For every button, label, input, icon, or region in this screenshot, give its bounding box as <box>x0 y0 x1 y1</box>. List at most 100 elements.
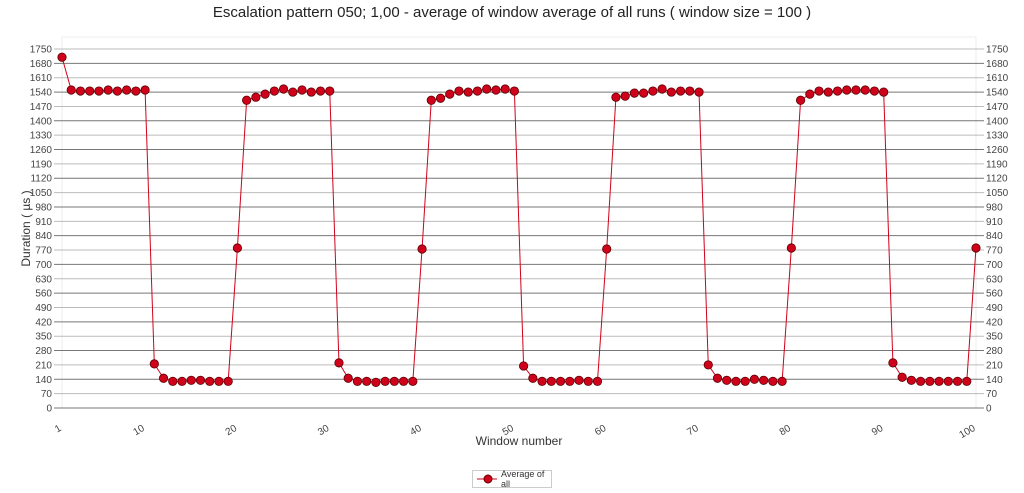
y-tick-label-left: 1540 <box>30 88 53 99</box>
data-point <box>759 375 769 385</box>
data-point <box>168 376 178 386</box>
data-point <box>251 92 261 102</box>
y-tick-label-left: 0 <box>46 404 52 415</box>
y-tick-label-right: 140 <box>986 375 1003 386</box>
data-point <box>232 243 243 253</box>
data-point <box>140 85 150 95</box>
data-point <box>417 244 427 254</box>
data-point <box>500 84 510 94</box>
y-tick-label-right: 770 <box>986 246 1003 257</box>
data-point <box>906 375 916 385</box>
data-point <box>694 87 704 97</box>
data-point <box>398 376 409 386</box>
data-point <box>952 376 963 386</box>
data-point <box>657 84 667 94</box>
y-tick-label-right: 1400 <box>986 116 1009 127</box>
y-tick-label-left: 490 <box>35 303 52 314</box>
x-tick-label: 50 <box>501 423 517 438</box>
data-point <box>685 86 695 96</box>
data-point <box>352 376 363 386</box>
data-point <box>472 86 483 96</box>
y-tick-label-right: 980 <box>986 202 1003 213</box>
legend[interactable]: Average of all <box>472 469 552 489</box>
data-point <box>306 87 316 97</box>
data-point <box>408 376 418 386</box>
y-tick-label-left: 630 <box>35 274 52 285</box>
data-point <box>943 376 953 386</box>
data-point <box>777 376 787 386</box>
y-tick-label-left: 280 <box>35 346 52 357</box>
data-point <box>842 85 852 95</box>
x-tick-label: 60 <box>593 423 609 438</box>
data-point <box>334 358 344 368</box>
y-tick-label-left: 1330 <box>30 131 53 142</box>
y-tick-label-left: 1680 <box>30 59 53 70</box>
y-tick-label-right: 560 <box>986 289 1003 300</box>
data-point <box>786 243 796 253</box>
y-tick-label-right: 840 <box>986 231 1003 242</box>
y-tick-label-left: 980 <box>35 202 52 213</box>
data-point <box>149 359 159 369</box>
y-tick-label-right: 420 <box>986 317 1003 328</box>
data-point <box>177 376 187 386</box>
data-point <box>537 376 547 386</box>
data-point <box>223 376 233 386</box>
data-point <box>546 376 556 386</box>
data-point <box>94 86 104 96</box>
data-point <box>897 372 907 382</box>
data-point <box>574 375 584 385</box>
data-point <box>795 95 806 105</box>
data-point <box>491 85 501 95</box>
data-point <box>620 91 630 101</box>
y-tick-label-right: 1120 <box>986 174 1008 185</box>
data-point <box>860 85 870 95</box>
y-tick-label-right: 1540 <box>986 88 1009 99</box>
data-point <box>57 52 67 62</box>
y-tick-label-left: 1120 <box>30 174 52 185</box>
data-point <box>75 86 86 96</box>
y-tick-label-left: 1400 <box>30 116 53 127</box>
y-tick-label-left: 910 <box>35 217 52 228</box>
y-tick-label-left: 1750 <box>30 45 53 56</box>
data-point <box>426 95 436 105</box>
y-tick-label-right: 280 <box>986 346 1003 357</box>
data-point <box>435 93 446 103</box>
data-point <box>971 243 981 253</box>
data-point <box>629 88 640 98</box>
data-point <box>703 360 713 370</box>
data-point <box>916 376 926 386</box>
y-tick-label-left: 840 <box>35 231 52 242</box>
data-point <box>639 88 649 98</box>
x-tick-label: 40 <box>408 423 424 438</box>
y-tick-label-left: 1470 <box>30 102 53 113</box>
y-tick-label-right: 1190 <box>986 159 1008 170</box>
data-point <box>509 86 519 96</box>
data-point <box>463 87 473 97</box>
y-tick-label-right: 350 <box>986 332 1003 343</box>
data-point <box>851 85 861 95</box>
data-point <box>925 376 935 386</box>
y-tick-label-left: 70 <box>41 389 53 400</box>
data-point <box>278 84 289 94</box>
y-tick-label-right: 490 <box>986 303 1003 314</box>
data-point <box>85 86 95 96</box>
y-tick-label-right: 1750 <box>986 45 1009 56</box>
y-axis-label: Duration ( µs ) <box>19 190 33 266</box>
data-point <box>768 376 778 386</box>
data-point <box>722 375 732 385</box>
y-tick-label-right: 700 <box>986 260 1003 271</box>
data-point <box>740 376 750 386</box>
y-tick-label-right: 1050 <box>986 188 1009 199</box>
data-point <box>749 374 760 384</box>
data-point <box>131 86 141 96</box>
data-point <box>288 87 298 97</box>
data-point <box>814 86 824 96</box>
data-point <box>103 85 113 95</box>
x-axis-label: Window number <box>476 434 563 448</box>
y-tick-label-right: 1610 <box>986 73 1009 84</box>
x-tick-label: 10 <box>131 423 147 438</box>
data-point <box>879 87 889 97</box>
data-point <box>805 89 815 99</box>
y-tick-label-left: 350 <box>35 332 52 343</box>
